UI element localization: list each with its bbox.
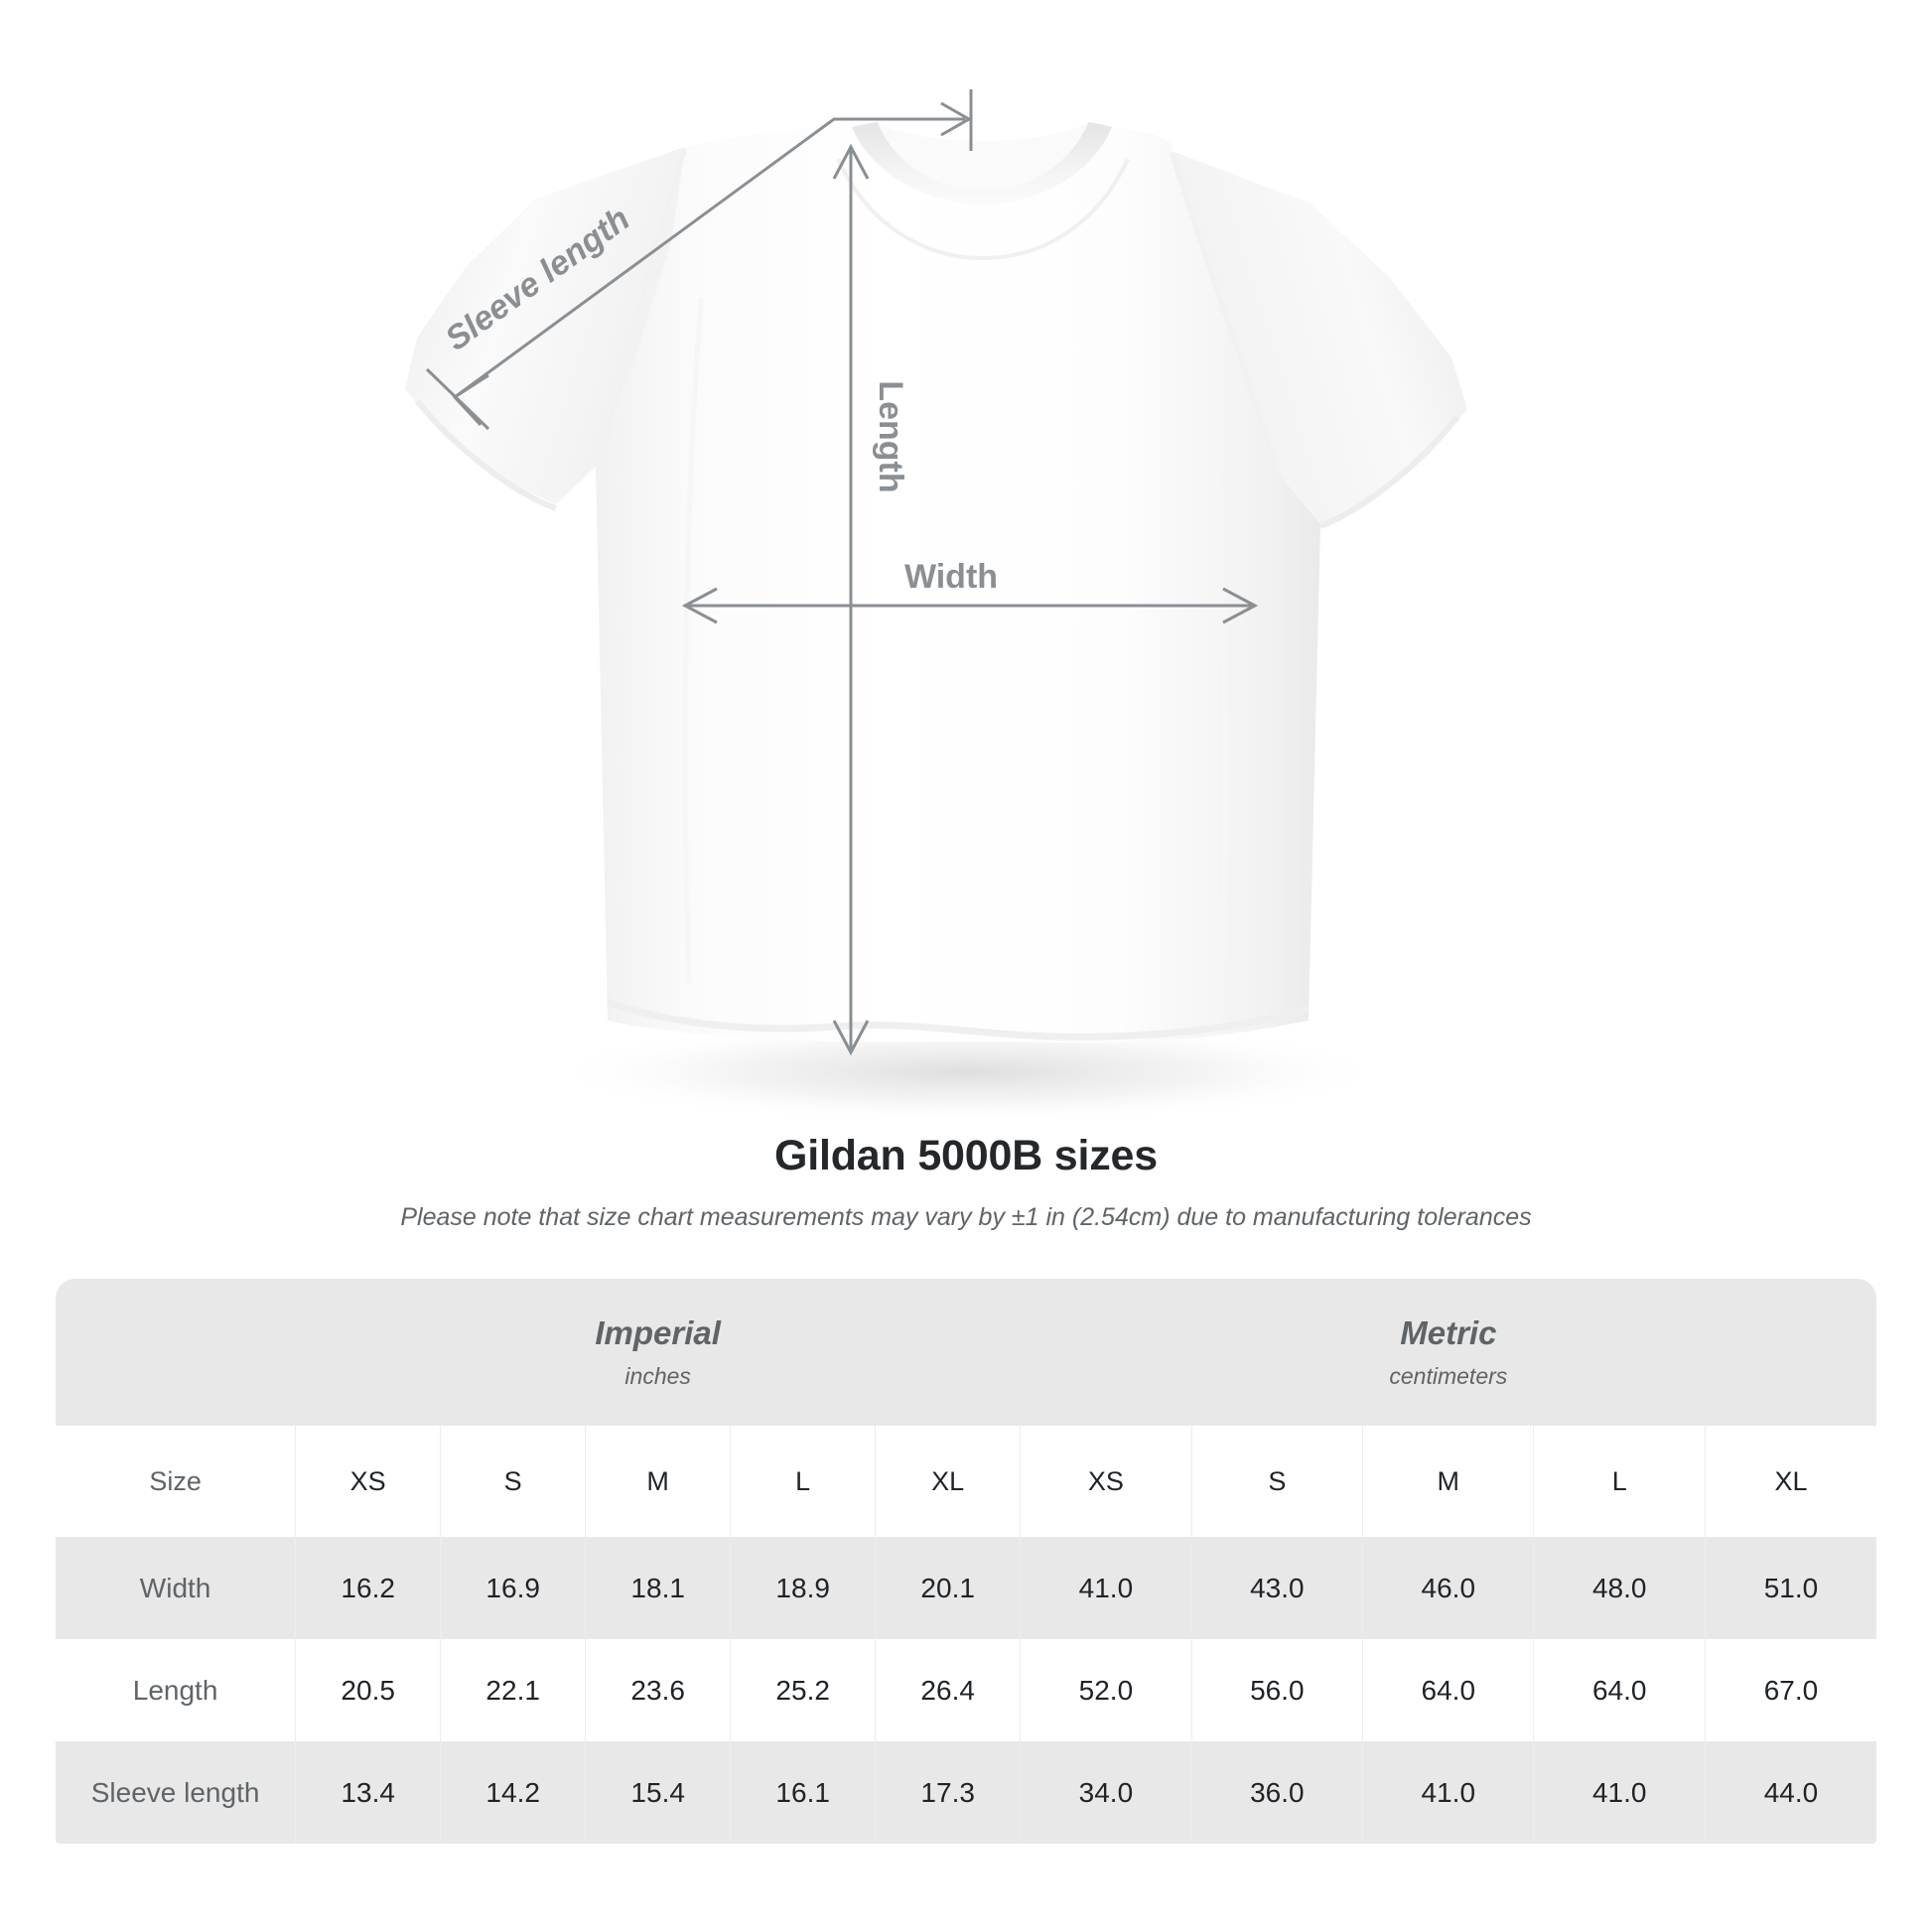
fabric-fold-right bbox=[1204, 307, 1228, 986]
size-header-imperial-xl: XL bbox=[875, 1426, 1022, 1537]
row-label-length: Length bbox=[56, 1639, 297, 1741]
tshirt-diagram: Sleeve length Length Width bbox=[405, 89, 1467, 1124]
unit-title-metric: Metric bbox=[1400, 1314, 1497, 1352]
page-title: Gildan 5000B sizes bbox=[774, 1132, 1158, 1179]
left-shoulder-seam bbox=[598, 148, 687, 464]
collar bbox=[852, 122, 1112, 205]
cell-length-imperial-l: 25.2 bbox=[730, 1639, 877, 1741]
unit-header-imperial: Imperial inches bbox=[295, 1279, 1021, 1426]
cell-length-imperial-xl: 26.4 bbox=[875, 1639, 1022, 1741]
sleeve-start-tick bbox=[425, 367, 490, 431]
cell-width-metric-xs: 41.0 bbox=[1020, 1537, 1192, 1639]
size-header-row: Size XS S M L XL XS S M L XL bbox=[56, 1426, 1876, 1537]
table-row: Length 20.5 22.1 23.6 25.2 26.4 52.0 56.… bbox=[56, 1639, 1876, 1741]
row-label-width: Width bbox=[56, 1537, 297, 1639]
cell-width-metric-l: 48.0 bbox=[1533, 1537, 1706, 1639]
measurement-lines bbox=[425, 89, 1259, 1056]
unit-header-metric: Metric centimeters bbox=[1020, 1279, 1876, 1426]
sleeve-arrow-head-end bbox=[940, 101, 973, 137]
size-header-metric-xl: XL bbox=[1705, 1426, 1876, 1537]
size-header-imperial-s: S bbox=[440, 1426, 587, 1537]
tshirt-silhouette bbox=[405, 122, 1467, 1043]
unit-sub-imperial: inches bbox=[624, 1362, 691, 1389]
size-header-metric-s: S bbox=[1191, 1426, 1364, 1537]
length-label: Length bbox=[872, 380, 909, 492]
width-arrow-head-right bbox=[1222, 587, 1259, 624]
left-sleeve-hem bbox=[414, 399, 558, 511]
cell-width-imperial-m: 18.1 bbox=[585, 1537, 732, 1639]
title-block: Gildan 5000B sizes Please note that size… bbox=[0, 1132, 1932, 1232]
size-header-metric-xs: XS bbox=[1020, 1426, 1192, 1537]
cell-length-imperial-xs: 20.5 bbox=[295, 1639, 442, 1741]
cell-sleeve-metric-xs: 34.0 bbox=[1020, 1741, 1192, 1844]
unit-title-imperial: Imperial bbox=[595, 1314, 721, 1352]
size-header-imperial-xs: XS bbox=[295, 1426, 442, 1537]
bottom-hem bbox=[606, 999, 1310, 1040]
size-chart-table: Imperial inches Metric centimeters Size … bbox=[56, 1279, 1876, 1844]
cell-length-imperial-m: 23.6 bbox=[585, 1639, 732, 1741]
tshirt-body bbox=[596, 127, 1320, 1043]
cell-sleeve-imperial-l: 16.1 bbox=[730, 1741, 877, 1844]
cell-width-metric-xl: 51.0 bbox=[1705, 1537, 1876, 1639]
table-row: Sleeve length 13.4 14.2 15.4 16.1 17.3 3… bbox=[56, 1741, 1876, 1844]
sleeve-length-line bbox=[454, 117, 965, 399]
cell-sleeve-metric-m: 41.0 bbox=[1362, 1741, 1535, 1844]
row-label-sleeve-length: Sleeve length bbox=[56, 1741, 297, 1844]
tolerance-note: Please note that size chart measurements… bbox=[400, 1203, 1532, 1232]
right-sleeve-hem bbox=[1318, 415, 1460, 529]
cell-width-metric-s: 43.0 bbox=[1191, 1537, 1364, 1639]
right-shoulder-seam bbox=[1170, 152, 1281, 476]
length-arrow-head-top bbox=[832, 143, 870, 180]
unit-sub-metric: centimeters bbox=[1389, 1362, 1508, 1389]
cell-sleeve-metric-s: 36.0 bbox=[1191, 1741, 1364, 1844]
fabric-fold-left bbox=[682, 297, 704, 984]
unit-header-spacer bbox=[56, 1279, 296, 1426]
collar-stitch bbox=[836, 158, 1130, 261]
cell-length-metric-xl: 67.0 bbox=[1705, 1639, 1876, 1741]
right-sleeve bbox=[1172, 151, 1467, 524]
cell-sleeve-metric-l: 41.0 bbox=[1533, 1741, 1706, 1844]
cell-sleeve-metric-xl: 44.0 bbox=[1705, 1741, 1876, 1844]
cell-width-imperial-xl: 20.1 bbox=[875, 1537, 1022, 1639]
size-header-imperial-m: M bbox=[585, 1426, 732, 1537]
neck-opening bbox=[878, 123, 1088, 191]
unit-header-row: Imperial inches Metric centimeters bbox=[56, 1279, 1876, 1426]
width-label: Width bbox=[904, 558, 998, 596]
cell-sleeve-imperial-xl: 17.3 bbox=[875, 1741, 1022, 1844]
cell-width-metric-m: 46.0 bbox=[1362, 1537, 1535, 1639]
cell-length-metric-xs: 52.0 bbox=[1020, 1639, 1192, 1741]
table-row: Width 16.2 16.9 18.1 18.9 20.1 41.0 43.0… bbox=[56, 1537, 1876, 1639]
cell-length-metric-l: 64.0 bbox=[1533, 1639, 1706, 1741]
cell-length-metric-m: 64.0 bbox=[1362, 1639, 1535, 1741]
cell-sleeve-imperial-s: 14.2 bbox=[440, 1741, 587, 1844]
size-header-imperial-l: L bbox=[730, 1426, 877, 1537]
size-header-metric-l: L bbox=[1533, 1426, 1706, 1537]
cell-width-imperial-s: 16.9 bbox=[440, 1537, 587, 1639]
cell-sleeve-imperial-m: 15.4 bbox=[585, 1741, 732, 1844]
length-arrow-head-bottom bbox=[832, 1020, 870, 1056]
cell-length-imperial-s: 22.1 bbox=[440, 1639, 587, 1741]
cell-length-metric-s: 56.0 bbox=[1191, 1639, 1364, 1741]
size-header-corner: Size bbox=[56, 1426, 297, 1537]
width-arrow-head-left bbox=[681, 587, 718, 624]
cell-width-imperial-l: 18.9 bbox=[730, 1537, 877, 1639]
cell-sleeve-imperial-xs: 13.4 bbox=[295, 1741, 442, 1844]
cell-width-imperial-xs: 16.2 bbox=[295, 1537, 442, 1639]
size-header-metric-m: M bbox=[1362, 1426, 1535, 1537]
garment-shadow bbox=[541, 1021, 1395, 1124]
